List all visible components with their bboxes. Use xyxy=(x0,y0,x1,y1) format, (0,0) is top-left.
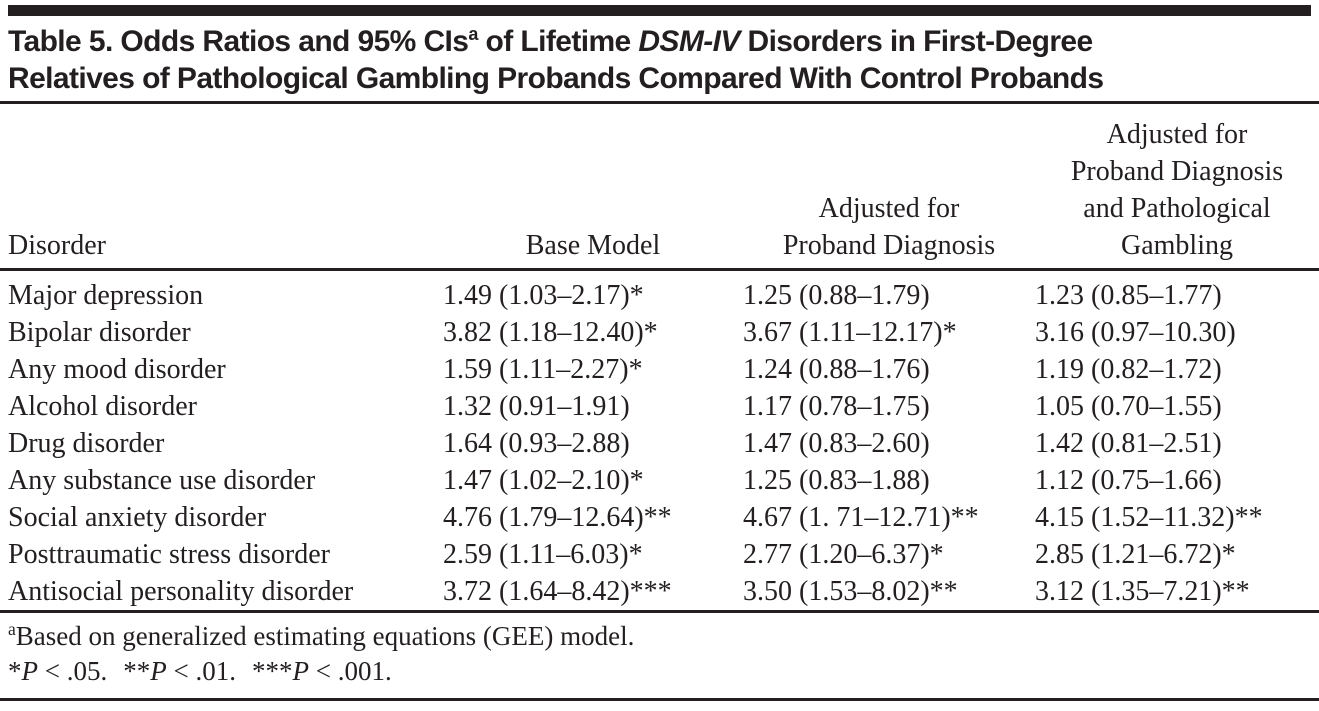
disorder-cell: Major depression xyxy=(8,280,204,311)
footnote-gee-text: Based on generalized estimating equation… xyxy=(15,621,635,651)
base-model-cell: 3.82 (1.18–12.40)* xyxy=(443,317,658,348)
disorder-cell: Social anxiety disorder xyxy=(8,502,267,533)
base-model-cell: 1.49 (1.03–2.17)* xyxy=(443,280,644,311)
column-header-adjusted-proband-pathological-gambling: Adjusted for Proband Diagnosis and Patho… xyxy=(1035,104,1319,271)
table-row: Posttraumatic stress disorder 2.59 (1.11… xyxy=(0,536,1319,573)
adjusted-proband-pg-cell: 1.42 (0.81–2.51) xyxy=(1035,428,1222,459)
adjusted-proband-cell: 2.77 (1.20–6.37)* xyxy=(743,539,944,570)
title-text: Table 5. Odds Ratios and 95% CIs xyxy=(8,25,469,58)
footnote-significance: *P < .05. **P < .01. ***P < .001. xyxy=(8,654,1311,689)
top-rule-bar xyxy=(8,5,1311,16)
adjusted-proband-cell: 1.25 (0.83–1.88) xyxy=(743,465,930,496)
adjusted-proband-cell: 1.17 (0.78–1.75) xyxy=(743,391,930,422)
column-header-disorder: Disorder xyxy=(0,104,443,271)
bottom-divider-rule xyxy=(0,698,1319,701)
significance-stars: ** xyxy=(123,656,151,686)
base-model-cell: 1.64 (0.93–2.88) xyxy=(443,428,630,459)
p-symbol: P xyxy=(292,656,309,686)
adjusted-proband-cell: 3.67 (1.11–12.17)* xyxy=(743,317,957,348)
column-header-base-model: Base Model xyxy=(443,104,743,271)
column-header-adjusted-proband-diagnosis: Adjusted for Proband Diagnosis xyxy=(743,104,1035,271)
odds-ratio-table: Disorder Base Model Adjusted for Proband… xyxy=(0,104,1319,613)
disorder-cell: Drug disorder xyxy=(8,428,165,459)
disorder-cell: Any substance use disorder xyxy=(8,465,316,496)
adjusted-proband-cell: 1.24 (0.88–1.76) xyxy=(743,354,930,385)
table-row: Alcohol disorder 1.32 (0.91–1.91) 1.17 (… xyxy=(0,388,1319,425)
table-title: Table 5. Odds Ratios and 95% CIsa of Lif… xyxy=(8,23,1311,97)
significance-level-2: **P < .01. xyxy=(123,656,236,686)
adjusted-proband-pg-cell: 3.12 (1.35–7.21)** xyxy=(1035,573,1319,613)
p-symbol: P xyxy=(21,656,39,686)
base-model-cell: 1.47 (1.02–2.10)* xyxy=(443,465,644,496)
adjusted-proband-cell: 4.67 (1. 71–12.71)** xyxy=(743,502,979,533)
significance-stars: * xyxy=(8,656,22,686)
title-divider-rule xyxy=(0,101,1319,104)
adjusted-proband-pg-cell: 4.15 (1.52–11.32)** xyxy=(1035,502,1263,533)
base-model-cell: 1.59 (1.11–2.27)* xyxy=(443,354,643,385)
significance-stars: *** xyxy=(251,656,293,686)
table-title-line-1: Table 5. Odds Ratios and 95% CIsa of Lif… xyxy=(8,23,1311,60)
disorder-cell: Alcohol disorder xyxy=(8,391,197,422)
base-model-cell: 1.32 (0.91–1.91) xyxy=(443,391,630,422)
footnote-superscript-a: a xyxy=(8,619,16,639)
p-symbol: P xyxy=(150,656,167,686)
adjusted-proband-cell: 1.47 (0.83–2.60) xyxy=(743,428,930,459)
table-row: Bipolar disorder 3.82 (1.18–12.40)* 3.67… xyxy=(0,314,1319,351)
title-text: of Lifetime xyxy=(477,25,639,58)
title-dsm-iv-italic: DSM-IV xyxy=(638,25,740,58)
table-row: Social anxiety disorder 4.76 (1.79–12.64… xyxy=(0,499,1319,536)
adjusted-proband-pg-cell: 1.19 (0.82–1.72) xyxy=(1035,354,1222,385)
adjusted-proband-pg-cell: 2.85 (1.21–6.72)* xyxy=(1035,539,1236,570)
adjusted-proband-cell: 1.25 (0.88–1.79) xyxy=(743,280,930,311)
table-title-line-2: Relatives of Pathological Gambling Proba… xyxy=(8,62,1104,95)
table-row: Any mood disorder 1.59 (1.11–2.27)* 1.24… xyxy=(0,351,1319,388)
disorder-cell: Bipolar disorder xyxy=(8,317,191,348)
title-text: Disorders in First-Degree xyxy=(739,25,1094,58)
table-body: Major depression 1.49 (1.03–2.17)* 1.25 … xyxy=(0,270,1319,613)
significance-threshold: < .01. xyxy=(166,656,236,686)
base-model-cell: 3.72 (1.64–8.42)*** xyxy=(443,573,743,613)
footnote-gee: aBased on generalized estimating equatio… xyxy=(8,619,1311,654)
significance-threshold: < .001. xyxy=(308,656,392,686)
title-superscript-a: a xyxy=(468,24,478,44)
disorder-cell: Posttraumatic stress disorder xyxy=(8,539,330,570)
adjusted-proband-pg-cell: 1.23 (0.85–1.77) xyxy=(1035,280,1222,311)
significance-threshold: < .05. xyxy=(38,656,108,686)
adjusted-proband-pg-cell: 1.12 (0.75–1.66) xyxy=(1035,465,1222,496)
base-model-cell: 4.76 (1.79–12.64)** xyxy=(443,502,672,533)
table-footnotes: aBased on generalized estimating equatio… xyxy=(8,613,1311,689)
adjusted-proband-cell: 3.50 (1.53–8.02)** xyxy=(743,573,1035,613)
significance-level-3: ***P < .001. xyxy=(252,656,392,686)
table-row: Antisocial personality disorder 3.72 (1.… xyxy=(0,573,1319,613)
significance-level-1: *P < .05. xyxy=(8,656,107,686)
table-row: Any substance use disorder 1.47 (1.02–2.… xyxy=(0,462,1319,499)
table-row: Drug disorder 1.64 (0.93–2.88) 1.47 (0.8… xyxy=(0,425,1319,462)
adjusted-proband-pg-cell: 3.16 (0.97–10.30) xyxy=(1035,317,1236,348)
disorder-cell: Antisocial personality disorder xyxy=(0,573,443,613)
header-row: Disorder Base Model Adjusted for Proband… xyxy=(0,104,1319,271)
adjusted-proband-pg-cell: 1.05 (0.70–1.55) xyxy=(1035,391,1222,422)
table-row: Major depression 1.49 (1.03–2.17)* 1.25 … xyxy=(0,270,1319,315)
base-model-cell: 2.59 (1.11–6.03)* xyxy=(443,539,643,570)
table-header: Disorder Base Model Adjusted for Proband… xyxy=(0,104,1319,271)
disorder-cell: Any mood disorder xyxy=(8,354,226,385)
